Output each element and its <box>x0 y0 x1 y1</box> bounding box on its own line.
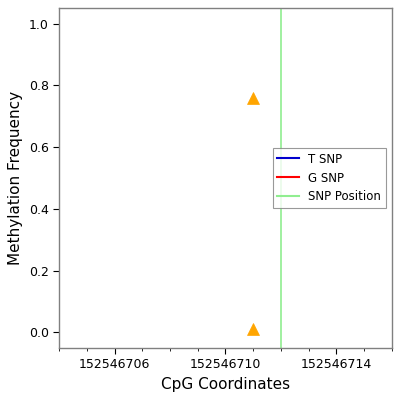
Legend: T SNP, G SNP, SNP Position: T SNP, G SNP, SNP Position <box>273 148 386 208</box>
Y-axis label: Methylation Frequency: Methylation Frequency <box>8 91 23 265</box>
X-axis label: CpG Coordinates: CpG Coordinates <box>161 377 290 392</box>
